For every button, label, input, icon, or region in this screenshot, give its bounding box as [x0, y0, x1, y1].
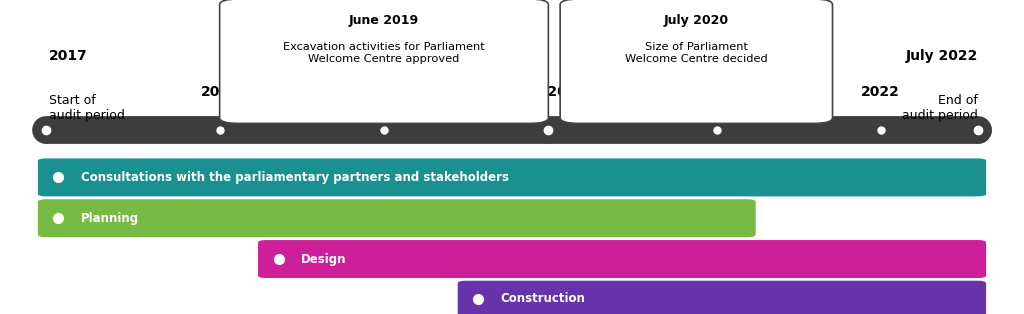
FancyBboxPatch shape	[258, 240, 986, 278]
FancyBboxPatch shape	[38, 158, 986, 197]
FancyBboxPatch shape	[458, 281, 986, 314]
Text: End of
audit period: End of audit period	[902, 94, 978, 122]
Text: Size of Parliament
Welcome Centre decided: Size of Parliament Welcome Centre decide…	[625, 42, 768, 64]
Text: 2018: 2018	[201, 85, 240, 99]
Text: 2020: 2020	[528, 85, 567, 99]
Text: July 2020: July 2020	[664, 14, 729, 27]
Text: 2022: 2022	[861, 85, 900, 99]
FancyBboxPatch shape	[220, 0, 549, 123]
Text: Design: Design	[301, 252, 346, 266]
Text: 2021: 2021	[697, 85, 736, 99]
Text: July 2022: July 2022	[905, 49, 978, 63]
Text: June 2019: June 2019	[349, 14, 419, 27]
Text: Planning: Planning	[81, 212, 139, 225]
Text: Construction: Construction	[501, 292, 586, 306]
Text: Consultations with the parliamentary partners and stakeholders: Consultations with the parliamentary par…	[81, 171, 509, 184]
Text: 2019: 2019	[365, 85, 403, 99]
Text: Start of
audit period: Start of audit period	[49, 94, 125, 122]
FancyBboxPatch shape	[560, 0, 833, 123]
Text: Excavation activities for Parliament
Welcome Centre approved: Excavation activities for Parliament Wel…	[283, 42, 485, 64]
FancyBboxPatch shape	[38, 199, 756, 237]
Text: 2017: 2017	[49, 49, 88, 63]
